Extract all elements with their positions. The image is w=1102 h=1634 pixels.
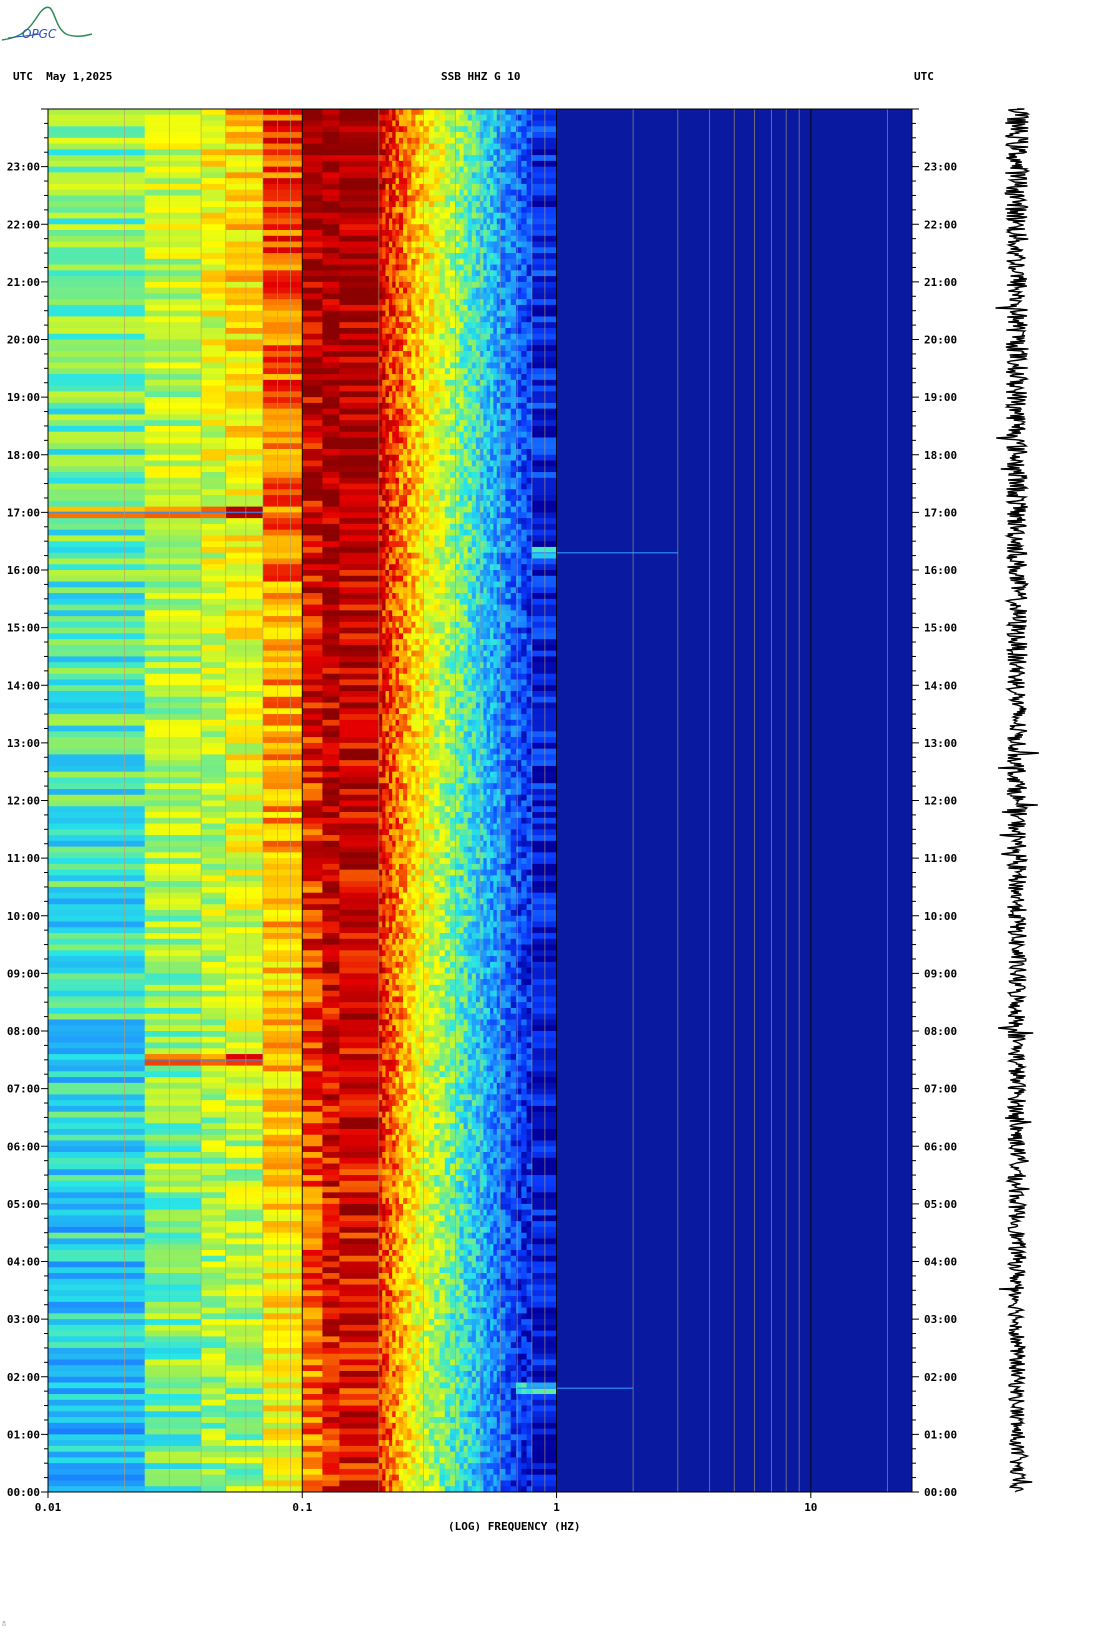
y-tick-label-right: 23:00 — [924, 161, 957, 174]
y-tick-label-left: 13:00 — [7, 737, 40, 750]
y-tick-label-right: 19:00 — [924, 391, 957, 404]
y-tick-label-right: 04:00 — [924, 1256, 957, 1269]
y-tick-label-right: 05:00 — [924, 1198, 957, 1211]
y-tick-label-left: 14:00 — [7, 679, 40, 692]
y-tick-label-right: 10:00 — [924, 910, 957, 923]
y-tick-label-left: 03:00 — [7, 1313, 40, 1326]
y-tick-label-left: 02:00 — [7, 1371, 40, 1384]
corner-mark: ☃ — [2, 1620, 7, 1628]
y-tick-label-right: 02:00 — [924, 1371, 957, 1384]
x-tick-label: 10 — [804, 1501, 817, 1514]
y-tick-label-left: 09:00 — [7, 967, 40, 980]
y-tick-label-right: 15:00 — [924, 622, 957, 635]
y-tick-label-right: 03:00 — [924, 1313, 957, 1326]
y-tick-label-right: 18:00 — [924, 449, 957, 462]
seismogram-trace — [995, 108, 1039, 1493]
time-axis-ticks: 00:00 00:00 01:00 01:00 02:00 02:00 03:00 03:00… — [7, 108, 957, 1499]
y-tick-label-left: 21:00 — [7, 276, 40, 289]
y-tick-label-left: 15:00 — [7, 622, 40, 635]
logo-text: OPGC — [22, 27, 57, 41]
y-tick-label-left: 06:00 — [7, 1140, 40, 1153]
header-station-title: SSB HHZ G 10 — [441, 70, 521, 83]
y-tick-label-right: 22:00 — [924, 218, 957, 231]
y-tick-label-right: 21:00 — [924, 276, 957, 289]
y-tick-label-left: 17:00 — [7, 506, 40, 519]
x-tick-label: 0.01 — [35, 1501, 62, 1514]
x-tick-label: 0.1 — [292, 1501, 312, 1514]
y-tick-label-right: 16:00 — [924, 564, 957, 577]
y-tick-label-left: 11:00 — [7, 852, 40, 865]
y-tick-label-right: 00:00 — [924, 1486, 957, 1499]
x-axis-title: (LOG) FREQUENCY (HZ) — [448, 1520, 581, 1533]
y-tick-label-right: 14:00 — [924, 679, 957, 692]
y-tick-label-right: 20:00 — [924, 334, 957, 347]
y-tick-label-left: 20:00 — [7, 334, 40, 347]
y-tick-label-left: 00:00 — [7, 1486, 40, 1499]
y-tick-label-left: 12:00 — [7, 795, 40, 808]
y-tick-label-right: 11:00 — [924, 852, 957, 865]
frequency-gridlines — [124, 109, 888, 1492]
y-tick-label-left: 22:00 — [7, 218, 40, 231]
y-tick-label-left: 07:00 — [7, 1083, 40, 1096]
y-tick-label-left: 19:00 — [7, 391, 40, 404]
header-right-tz: UTC — [914, 70, 934, 83]
y-tick-label-left: 18:00 — [7, 449, 40, 462]
frequency-axis-ticks: 0.01 0.1 1 10 — [35, 1492, 817, 1514]
y-tick-label-left: 01:00 — [7, 1428, 40, 1441]
y-tick-label-right: 09:00 — [924, 967, 957, 980]
y-tick-label-right: 12:00 — [924, 795, 957, 808]
seismogram-waveform — [995, 108, 1039, 1493]
y-tick-label-left: 05:00 — [7, 1198, 40, 1211]
x-tick-label: 1 — [553, 1501, 560, 1514]
y-tick-label-left: 23:00 — [7, 161, 40, 174]
y-tick-label-left: 16:00 — [7, 564, 40, 577]
y-tick-label-left: 04:00 — [7, 1256, 40, 1269]
y-tick-label-right: 13:00 — [924, 737, 957, 750]
y-tick-label-left: 10:00 — [7, 910, 40, 923]
y-tick-label-right: 01:00 — [924, 1428, 957, 1441]
y-tick-label-right: 08:00 — [924, 1025, 957, 1038]
header-left-date: UTC May 1,2025 — [13, 70, 113, 83]
opgc-logo — [1, 6, 93, 41]
y-tick-label-right: 17:00 — [924, 506, 957, 519]
y-tick-label-left: 08:00 — [7, 1025, 40, 1038]
y-tick-label-right: 07:00 — [924, 1083, 957, 1096]
y-tick-label-right: 06:00 — [924, 1140, 957, 1153]
